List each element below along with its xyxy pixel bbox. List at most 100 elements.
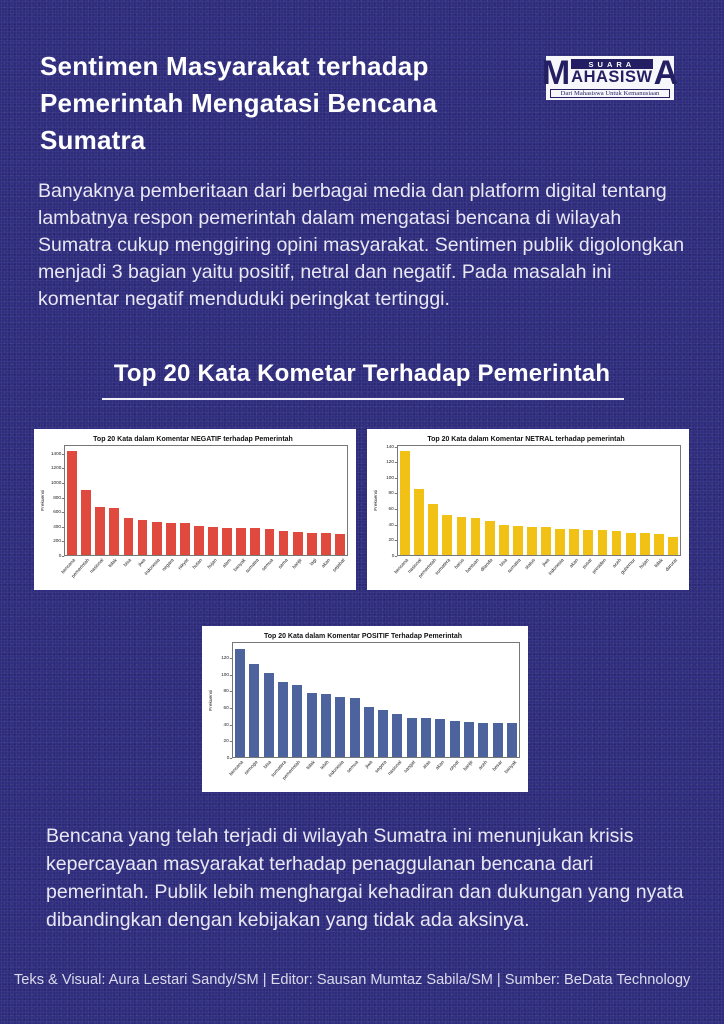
y-tick-label: 600: [53, 509, 65, 515]
x-tick-label: aceh: [611, 558, 623, 569]
bar: [95, 506, 106, 555]
logo-suara-banner: SUARA: [571, 59, 653, 69]
bar: [194, 525, 204, 555]
x-tick-label: cepat: [448, 760, 461, 772]
bar: [264, 529, 275, 555]
bar: [414, 489, 425, 555]
x-tick-label: tidak: [108, 558, 119, 569]
x-tick-label: tidak: [305, 760, 317, 771]
bar: [555, 528, 566, 555]
chart-body: Frekuensi 0 200 400 600 800 1000 1200 1400 benc…: [38, 445, 348, 588]
x-tick-label: pejabat: [331, 558, 346, 573]
chart-body: Frekuensi 0 20 40 60 80 100 120 bencana semoga b…: [206, 642, 520, 790]
bar: [597, 530, 608, 555]
y-tick-label: 1000: [50, 480, 65, 486]
plot-column: bencana nasional pemerintah sumatera harus ba…: [393, 445, 681, 588]
y-tick-label: 100: [221, 672, 233, 677]
x-tick-label: banjir: [291, 558, 304, 570]
y-tick-label: 100: [386, 475, 398, 481]
bar: [349, 697, 360, 757]
bar: [236, 528, 247, 555]
y-tick-label: 80: [223, 688, 232, 694]
x-tick-label: nasional: [387, 760, 403, 777]
y-axis-label: Frekuensi: [208, 689, 213, 711]
y-tick-label: 60: [388, 506, 397, 512]
x-tick-label: tidak: [654, 558, 665, 569]
bar: [109, 508, 120, 555]
y-tick-label: 0: [226, 755, 233, 761]
chart-body: Frekuensi 0 20 40 60 80 100 120 140 bencana nasi…: [371, 444, 681, 588]
x-axis-labels: bencana pemerintah nasional tidak bisa jiwa in…: [60, 556, 348, 588]
y-axis-label-wrap: Frekuensi: [38, 445, 47, 556]
bar: [335, 697, 346, 757]
x-tick-label: pusat: [582, 558, 594, 570]
x-tick-label: hujan: [639, 558, 651, 570]
plot-column: bencana semoga bisa sumatera pemerintah tidak…: [228, 642, 520, 790]
x-tick-label: akan: [321, 558, 332, 569]
logo-letter-a: A: [653, 54, 679, 92]
page-title: Sentimen Masyarakat terhadap Pemerintah …: [40, 51, 438, 155]
x-tick-label: aceh: [478, 760, 490, 771]
bar: [611, 531, 622, 555]
x-tick-label: hujan: [206, 558, 219, 570]
bar: [639, 532, 650, 555]
x-tick-label: akan: [568, 558, 580, 569]
y-tick-label: 120: [221, 655, 233, 661]
x-tick-label: hutan: [192, 558, 204, 571]
x-tick-label: lagi: [308, 558, 318, 567]
x-tick-label: jiwa: [541, 558, 552, 568]
bar: [123, 517, 134, 555]
bar: [421, 717, 432, 757]
y-tick-label: 140: [386, 444, 398, 449]
x-tick-label: bencana: [228, 760, 245, 777]
bar: [306, 693, 317, 757]
x-tick-label: bisa: [123, 558, 133, 568]
y-tick-label: 1400: [50, 451, 65, 457]
bar: [456, 517, 467, 555]
bar: [435, 719, 446, 757]
x-tick-label: sumatra: [245, 558, 261, 575]
bar: [249, 664, 260, 757]
y-axis: 0 200 400 600 800 1000 1200 1400: [47, 445, 65, 558]
bar: [512, 525, 523, 555]
bar: [278, 530, 289, 555]
bar: [492, 723, 503, 757]
x-tick-label: darurat: [665, 558, 679, 573]
bar: [653, 534, 664, 555]
x-tick-label: besar: [491, 760, 504, 773]
y-tick-label: 200: [53, 539, 65, 544]
y-tick-label: 0: [391, 553, 398, 559]
logo-middle-block: SUARA AHASISW: [571, 59, 653, 86]
plot-area: [232, 642, 520, 758]
bar: [320, 693, 331, 757]
x-tick-label: harus: [454, 558, 466, 571]
y-axis-label-wrap: Frekuensi: [206, 642, 215, 758]
y-tick-label: 40: [223, 722, 232, 727]
bar: [428, 503, 439, 555]
y-tick-label: 1200: [50, 466, 65, 471]
intro-paragraph: Banyaknya pemberitaan dari berbagai medi…: [38, 180, 685, 310]
x-tick-label: semoga: [243, 760, 259, 776]
bar: [235, 648, 246, 757]
bar: [583, 529, 594, 555]
y-axis: 0 20 40 60 80 100 120: [215, 642, 233, 761]
y-axis-label-wrap: Frekuensi: [371, 445, 380, 556]
x-tick-label: negara: [161, 558, 176, 573]
bar: [442, 515, 453, 555]
bar: [569, 528, 580, 555]
bar: [320, 533, 331, 555]
plot-area: [64, 445, 348, 556]
bar: [392, 713, 403, 757]
x-tick-label: rakyat: [177, 558, 190, 571]
bar: [278, 682, 289, 757]
suara-mahasiswa-logo: M SUARA AHASISW A Dari Mahasiswa Untuk K…: [542, 56, 678, 100]
x-tick-label: jiwa: [137, 558, 148, 568]
bar: [449, 720, 460, 757]
bar: [263, 673, 274, 757]
x-tick-label: akan: [435, 760, 446, 771]
bar: [470, 518, 481, 555]
y-tick-label: 20: [388, 538, 397, 543]
x-tick-label: semua: [346, 760, 360, 774]
bar: [67, 451, 77, 555]
